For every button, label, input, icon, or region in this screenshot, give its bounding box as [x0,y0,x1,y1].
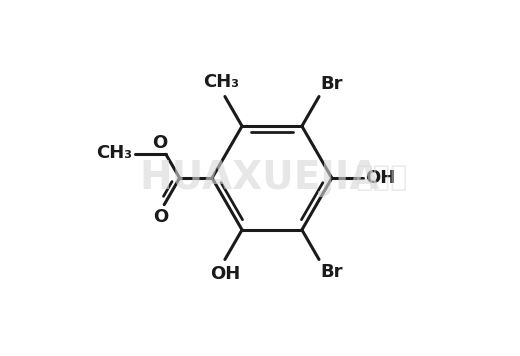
Text: Br: Br [321,263,343,281]
Text: CH₃: CH₃ [203,73,240,91]
Text: O: O [152,134,167,152]
Text: O: O [153,208,168,226]
Text: OH: OH [366,169,396,187]
Text: OH: OH [210,265,240,283]
Text: HUAXUEJIA: HUAXUEJIA [140,159,380,197]
Text: 化学加: 化学加 [356,164,408,192]
Text: Br: Br [321,75,343,93]
Text: CH₃: CH₃ [96,143,133,162]
